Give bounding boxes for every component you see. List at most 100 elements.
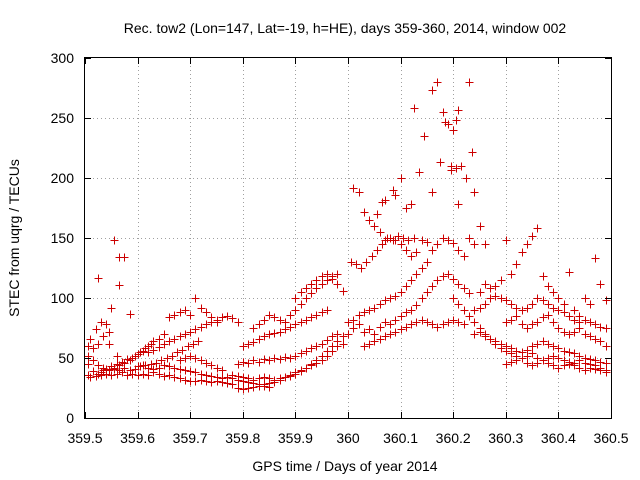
data-point bbox=[376, 323, 385, 332]
data-point bbox=[139, 361, 148, 370]
data-point bbox=[218, 313, 227, 322]
data-point bbox=[189, 340, 198, 349]
data-point bbox=[302, 284, 311, 293]
y-tick-label: 200 bbox=[51, 170, 75, 186]
data-point bbox=[386, 294, 395, 303]
data-point bbox=[302, 364, 311, 373]
data-point bbox=[391, 191, 400, 200]
data-point bbox=[191, 377, 200, 386]
data-point bbox=[115, 281, 124, 290]
data-point bbox=[428, 282, 437, 291]
data-point bbox=[349, 316, 358, 325]
data-point bbox=[291, 320, 300, 329]
data-point bbox=[407, 306, 416, 315]
data-point bbox=[286, 311, 295, 320]
data-point bbox=[512, 304, 521, 313]
data-point bbox=[255, 374, 264, 383]
data-point bbox=[507, 316, 516, 325]
data-point bbox=[391, 292, 400, 301]
data-point bbox=[126, 356, 135, 365]
data-point bbox=[476, 328, 485, 337]
data-point bbox=[460, 252, 469, 261]
data-point bbox=[418, 236, 427, 245]
data-point bbox=[412, 318, 421, 327]
data-point bbox=[360, 342, 369, 351]
data-point bbox=[481, 300, 490, 309]
data-point bbox=[544, 300, 553, 309]
data-point bbox=[134, 350, 143, 359]
data-point bbox=[239, 385, 248, 394]
data-point bbox=[355, 188, 364, 197]
data-point bbox=[596, 337, 605, 346]
data-point bbox=[420, 132, 429, 141]
x-tick-label: 359.6 bbox=[120, 430, 155, 446]
data-point bbox=[260, 373, 269, 382]
data-point bbox=[586, 364, 595, 373]
data-point bbox=[176, 308, 185, 317]
data-point bbox=[218, 374, 227, 383]
data-point bbox=[265, 330, 274, 339]
data-point bbox=[523, 359, 532, 368]
data-point bbox=[533, 224, 542, 233]
data-point bbox=[360, 328, 369, 337]
data-point bbox=[376, 228, 385, 237]
data-point bbox=[381, 236, 390, 245]
data-point bbox=[97, 368, 106, 377]
data-point bbox=[407, 252, 416, 261]
data-point bbox=[581, 316, 590, 325]
data-point bbox=[291, 352, 300, 361]
data-point bbox=[412, 270, 421, 279]
data-point bbox=[286, 371, 295, 380]
data-point bbox=[596, 358, 605, 367]
data-point bbox=[176, 374, 185, 383]
data-point bbox=[497, 340, 506, 349]
data-point bbox=[565, 360, 574, 369]
data-point bbox=[381, 296, 390, 305]
data-point bbox=[123, 371, 132, 380]
data-point bbox=[239, 358, 248, 367]
data-point bbox=[460, 284, 469, 293]
data-point bbox=[544, 282, 553, 291]
data-point bbox=[502, 360, 511, 369]
data-point bbox=[118, 368, 127, 377]
data-point bbox=[302, 347, 311, 356]
data-point bbox=[539, 356, 548, 365]
chart-title: Rec. tow2 (Lon=147, Lat=-19, h=HE), days… bbox=[124, 20, 567, 36]
x-tick-label: 359.9 bbox=[278, 430, 313, 446]
data-point bbox=[410, 234, 419, 243]
data-point bbox=[144, 348, 153, 357]
data-point bbox=[449, 294, 458, 303]
data-point bbox=[286, 323, 295, 332]
data-point bbox=[373, 210, 382, 219]
data-point bbox=[454, 280, 463, 289]
data-point bbox=[265, 379, 274, 388]
plot-frame bbox=[84, 57, 612, 419]
data-point bbox=[357, 264, 366, 273]
data-point bbox=[170, 373, 179, 382]
data-point bbox=[160, 372, 169, 381]
data-point bbox=[281, 353, 290, 362]
data-point bbox=[291, 294, 300, 303]
data-point bbox=[502, 318, 511, 327]
data-point bbox=[244, 384, 253, 393]
data-point bbox=[386, 320, 395, 329]
data-point bbox=[407, 276, 416, 285]
data-point bbox=[281, 373, 290, 382]
data-point bbox=[102, 320, 111, 329]
data-point bbox=[502, 342, 511, 351]
data-point bbox=[84, 360, 93, 369]
data-point bbox=[134, 362, 143, 371]
data-point bbox=[270, 354, 279, 363]
data-point bbox=[575, 312, 584, 321]
data-point bbox=[565, 268, 574, 277]
data-point bbox=[591, 320, 600, 329]
data-point bbox=[581, 366, 590, 375]
data-point bbox=[602, 324, 611, 333]
data-point bbox=[544, 311, 553, 320]
data-point bbox=[539, 296, 548, 305]
data-point bbox=[444, 120, 453, 129]
x-tick-label: 359.7 bbox=[173, 430, 208, 446]
data-point bbox=[118, 358, 127, 367]
x-tick-label: 360.1 bbox=[383, 430, 418, 446]
data-point bbox=[370, 337, 379, 346]
